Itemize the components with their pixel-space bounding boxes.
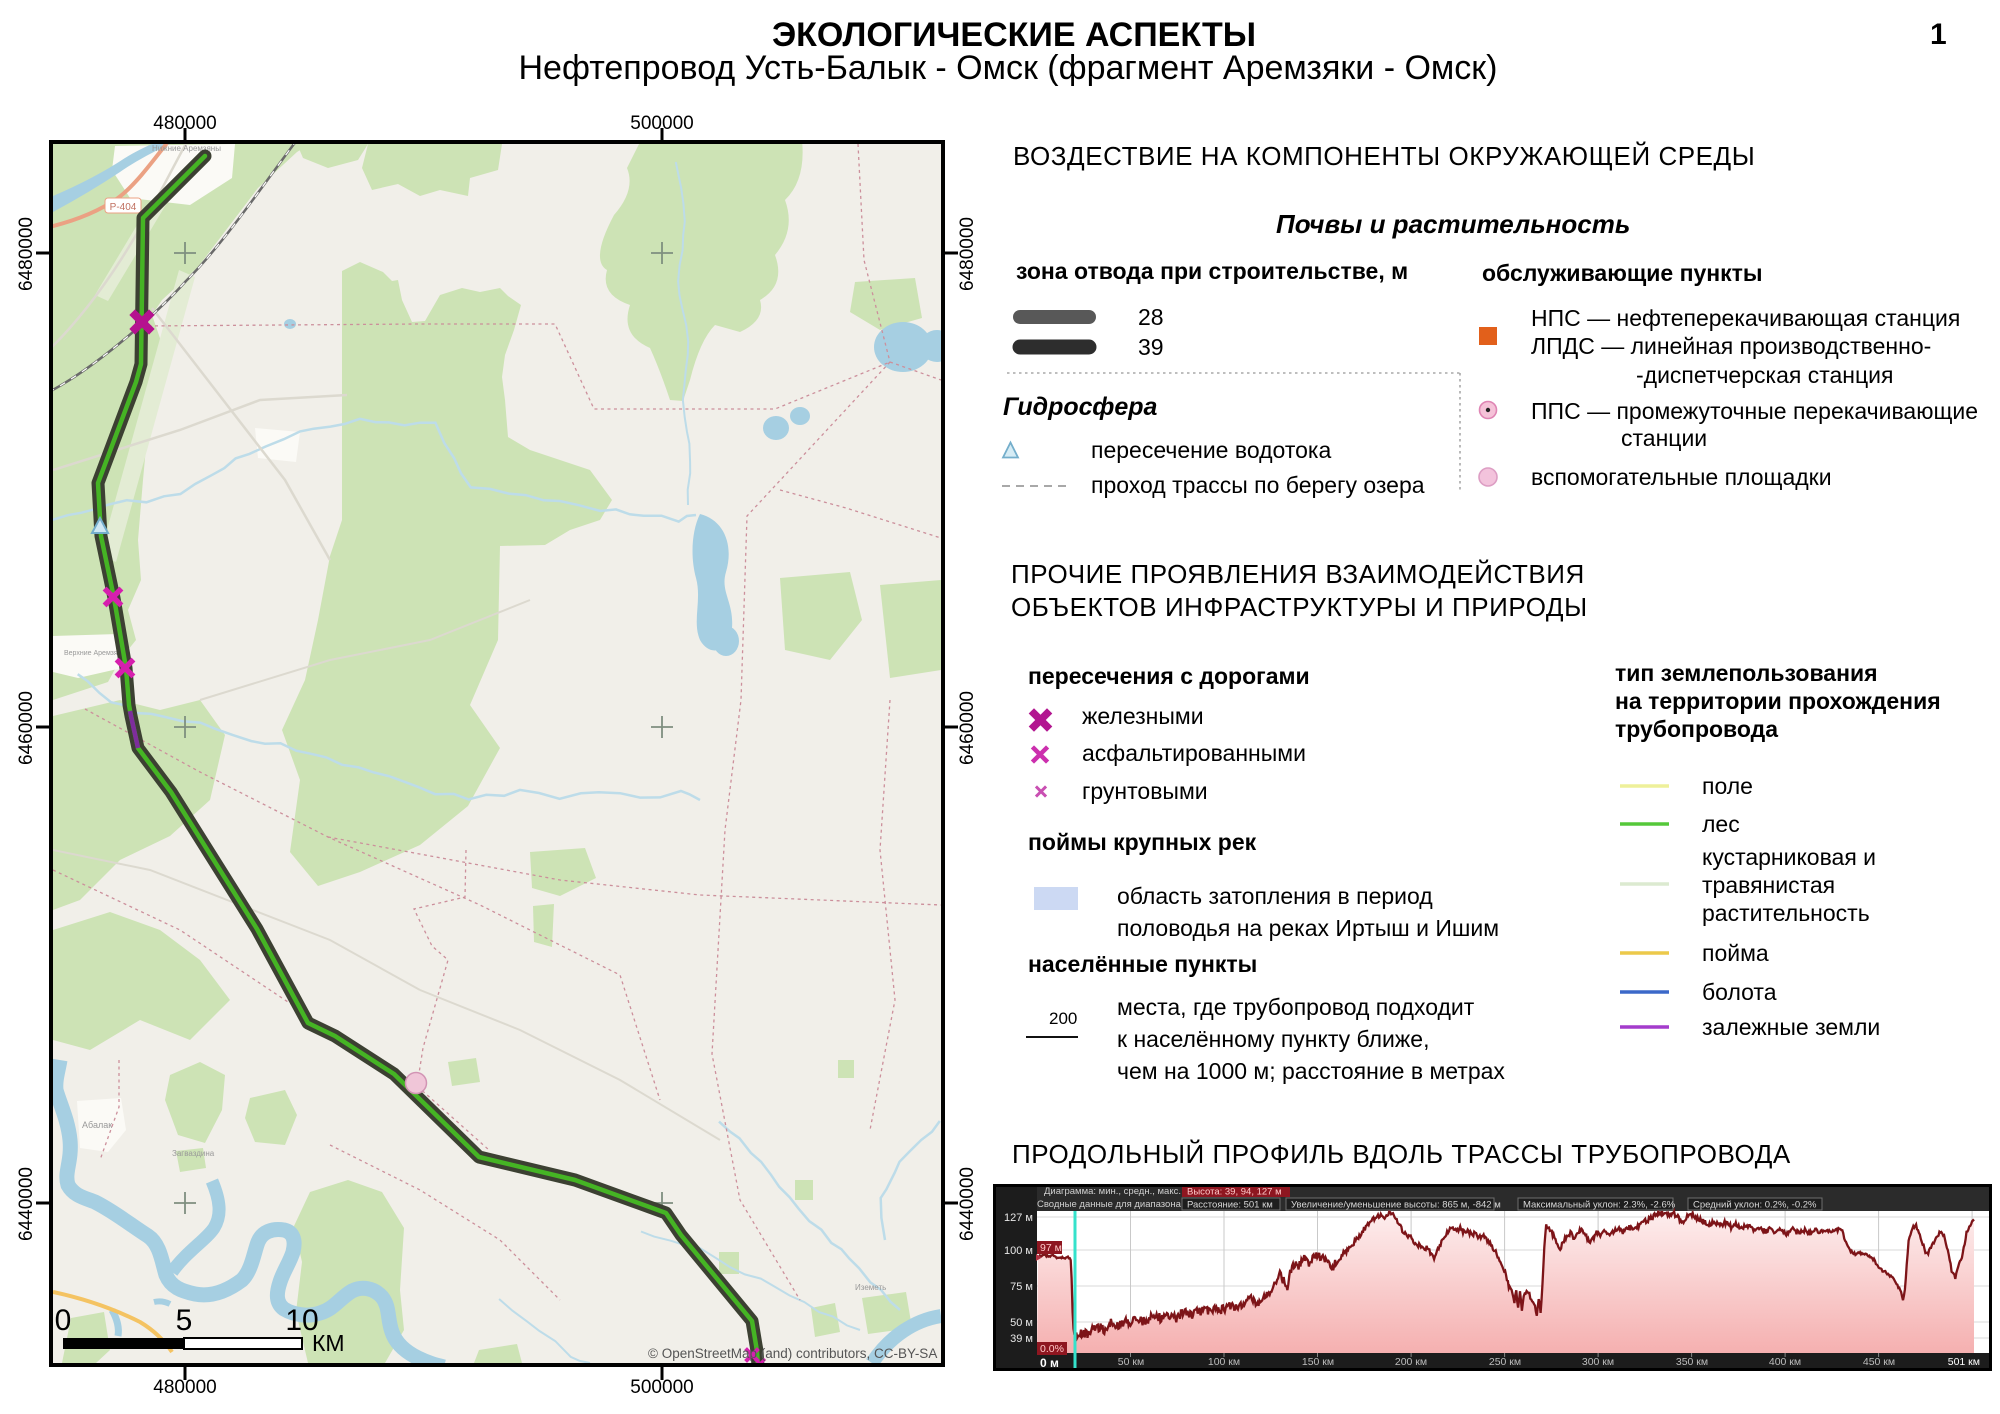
svg-text:501 км: 501 км (1948, 1356, 1980, 1368)
svg-text:75 м: 75 м (1010, 1281, 1033, 1293)
svg-text:39 м: 39 м (1010, 1333, 1033, 1345)
svg-text:Верхние Аремзяны: Верхние Аремзяны (64, 650, 127, 657)
svg-text:200 км: 200 км (1395, 1356, 1427, 1368)
svg-text:97 м: 97 м (1040, 1242, 1062, 1254)
svg-text:10: 10 (285, 1304, 318, 1337)
svg-text:150 км: 150 км (1302, 1356, 1334, 1368)
svg-text:300 км: 300 км (1582, 1356, 1614, 1368)
svg-text:Средний уклон: 0.2%, -0.2%: Средний уклон: 0.2%, -0.2% (1693, 1200, 1817, 1211)
svg-text:Диаграмма: мин., средн., макс.: Диаграмма: мин., средн., макс. (1044, 1186, 1181, 1197)
svg-text:0 м: 0 м (1040, 1356, 1059, 1370)
svg-text:Увеличение/уменьшение высоты:: Увеличение/уменьшение высоты: 865 м, -84… (1291, 1200, 1501, 1211)
svg-text:350 км: 350 км (1676, 1356, 1708, 1368)
svg-text:© OpenStreetMap (and) contribu: © OpenStreetMap (and) contributors, CC-B… (648, 1346, 937, 1361)
svg-text:400 км: 400 км (1769, 1356, 1801, 1368)
svg-text:450 км: 450 км (1863, 1356, 1895, 1368)
svg-text:Р-404: Р-404 (110, 202, 137, 213)
svg-text:Максимальный уклон: 2.3%, -2.6: Максимальный уклон: 2.3%, -2.6% (1523, 1200, 1676, 1211)
svg-text:0.0%: 0.0% (1040, 1343, 1064, 1355)
svg-text:Сводные данные для диапазона:: Сводные данные для диапазона: (1037, 1199, 1184, 1210)
svg-text:Абалак: Абалак (82, 1120, 112, 1130)
svg-text:Расстояние: 501 км: Расстояние: 501 км (1187, 1200, 1273, 1211)
svg-text:50 км: 50 км (1118, 1356, 1144, 1368)
svg-text:100 км: 100 км (1208, 1356, 1240, 1368)
svg-text:50 м: 50 м (1010, 1317, 1033, 1329)
svg-text:КМ: КМ (312, 1330, 345, 1356)
svg-text:127 м: 127 м (1004, 1212, 1033, 1224)
svg-text:250 км: 250 км (1489, 1356, 1521, 1368)
svg-text:Высота: 39, 94, 127 м: Высота: 39, 94, 127 м (1187, 1187, 1282, 1198)
svg-text:Иземеть: Иземеть (855, 1283, 886, 1292)
svg-text:5: 5 (176, 1304, 193, 1337)
svg-text:Загваздина: Загваздина (172, 1149, 215, 1158)
svg-text:0: 0 (55, 1304, 72, 1337)
svg-text:100 м: 100 м (1004, 1245, 1033, 1257)
svg-text:Нижние Аремзяны: Нижние Аремзяны (152, 144, 221, 153)
